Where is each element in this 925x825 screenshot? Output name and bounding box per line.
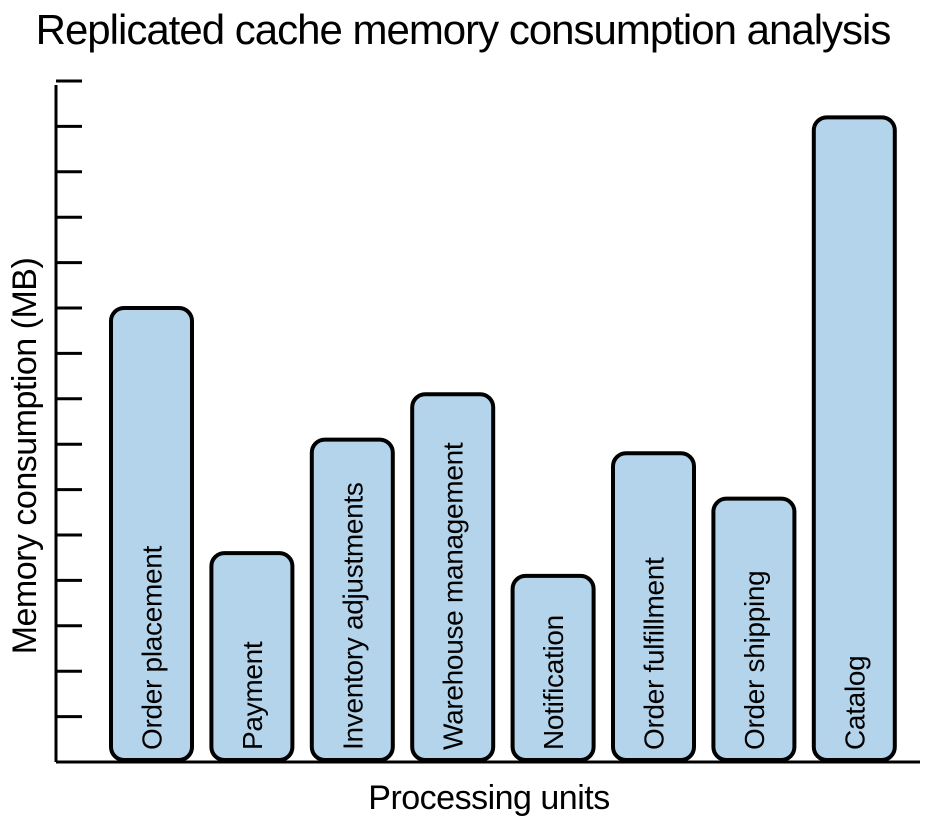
bar [510,573,596,762]
bar [209,551,295,762]
bar-label: Notification [538,615,569,750]
bar-label: Inventory adjustments [337,482,368,750]
x-axis-label: Processing units [368,779,609,817]
bar-label: Order placement [137,545,168,750]
bar-label: Order fulfillment [639,557,670,750]
chart-title: Replicated cache memory consumption anal… [36,6,891,53]
y-axis-ticks [56,79,82,719]
bar-label: Catalog [839,656,870,750]
bar [410,392,496,762]
y-axis-label: Memory consumption (MB) [6,258,44,655]
bar-label: Payment [237,641,268,750]
bar [309,437,395,762]
bar-labels: Order placement Payment Inventory adjustme… [137,442,871,750]
bar [109,306,194,762]
bar [811,115,897,762]
bar-label: Order shipping [739,571,770,750]
bar-label: Warehouse management [438,442,469,750]
bar [611,451,696,762]
bars [109,115,897,762]
bar [711,496,797,762]
